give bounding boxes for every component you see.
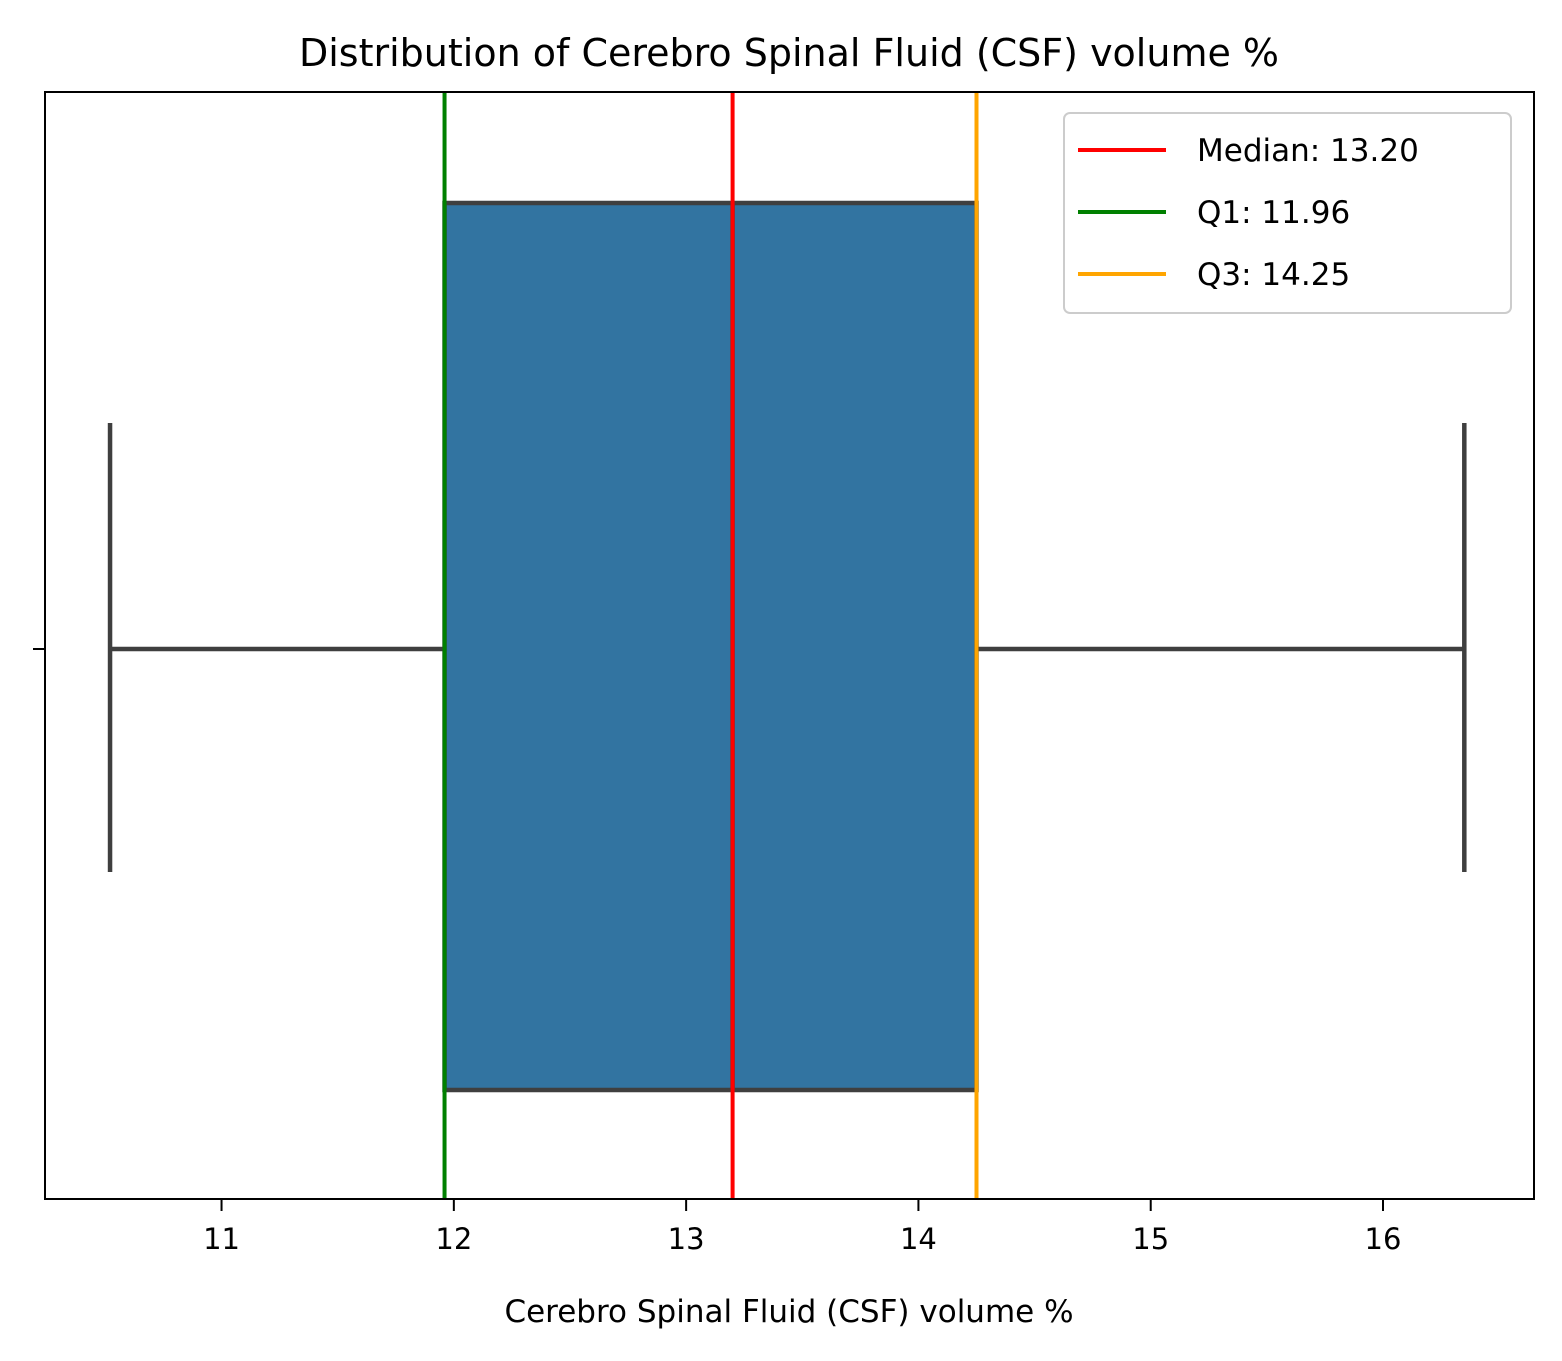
plot-area xyxy=(107,92,1467,1199)
iqr-box xyxy=(442,200,979,1093)
chart-title: Distribution of Cerebro Spinal Fluid (CS… xyxy=(299,31,1279,75)
axes-frame xyxy=(44,91,1535,1200)
x-tick-label: 13 xyxy=(668,1222,705,1256)
legend: Median: 13.20 Q1: 11.96 Q3: 14.25 xyxy=(1063,112,1512,314)
legend-label: Q1: 11.96 xyxy=(1197,195,1350,231)
x-axis-label: Cerebro Spinal Fluid (CSF) volume % xyxy=(504,1294,1073,1330)
x-tick-label: 11 xyxy=(203,1222,240,1256)
x-tick-label: 16 xyxy=(1365,1222,1402,1256)
legend-box xyxy=(1063,112,1512,314)
x-tick-label: 15 xyxy=(1132,1222,1169,1256)
legend-label: Median: 13.20 xyxy=(1197,133,1419,169)
legend-label: Q3: 14.25 xyxy=(1197,257,1350,293)
x-tick-label: 12 xyxy=(435,1222,472,1256)
x-tick-label: 14 xyxy=(900,1222,937,1256)
x-axis-ticks: 11 12 13 14 15 16 xyxy=(203,1199,1401,1256)
